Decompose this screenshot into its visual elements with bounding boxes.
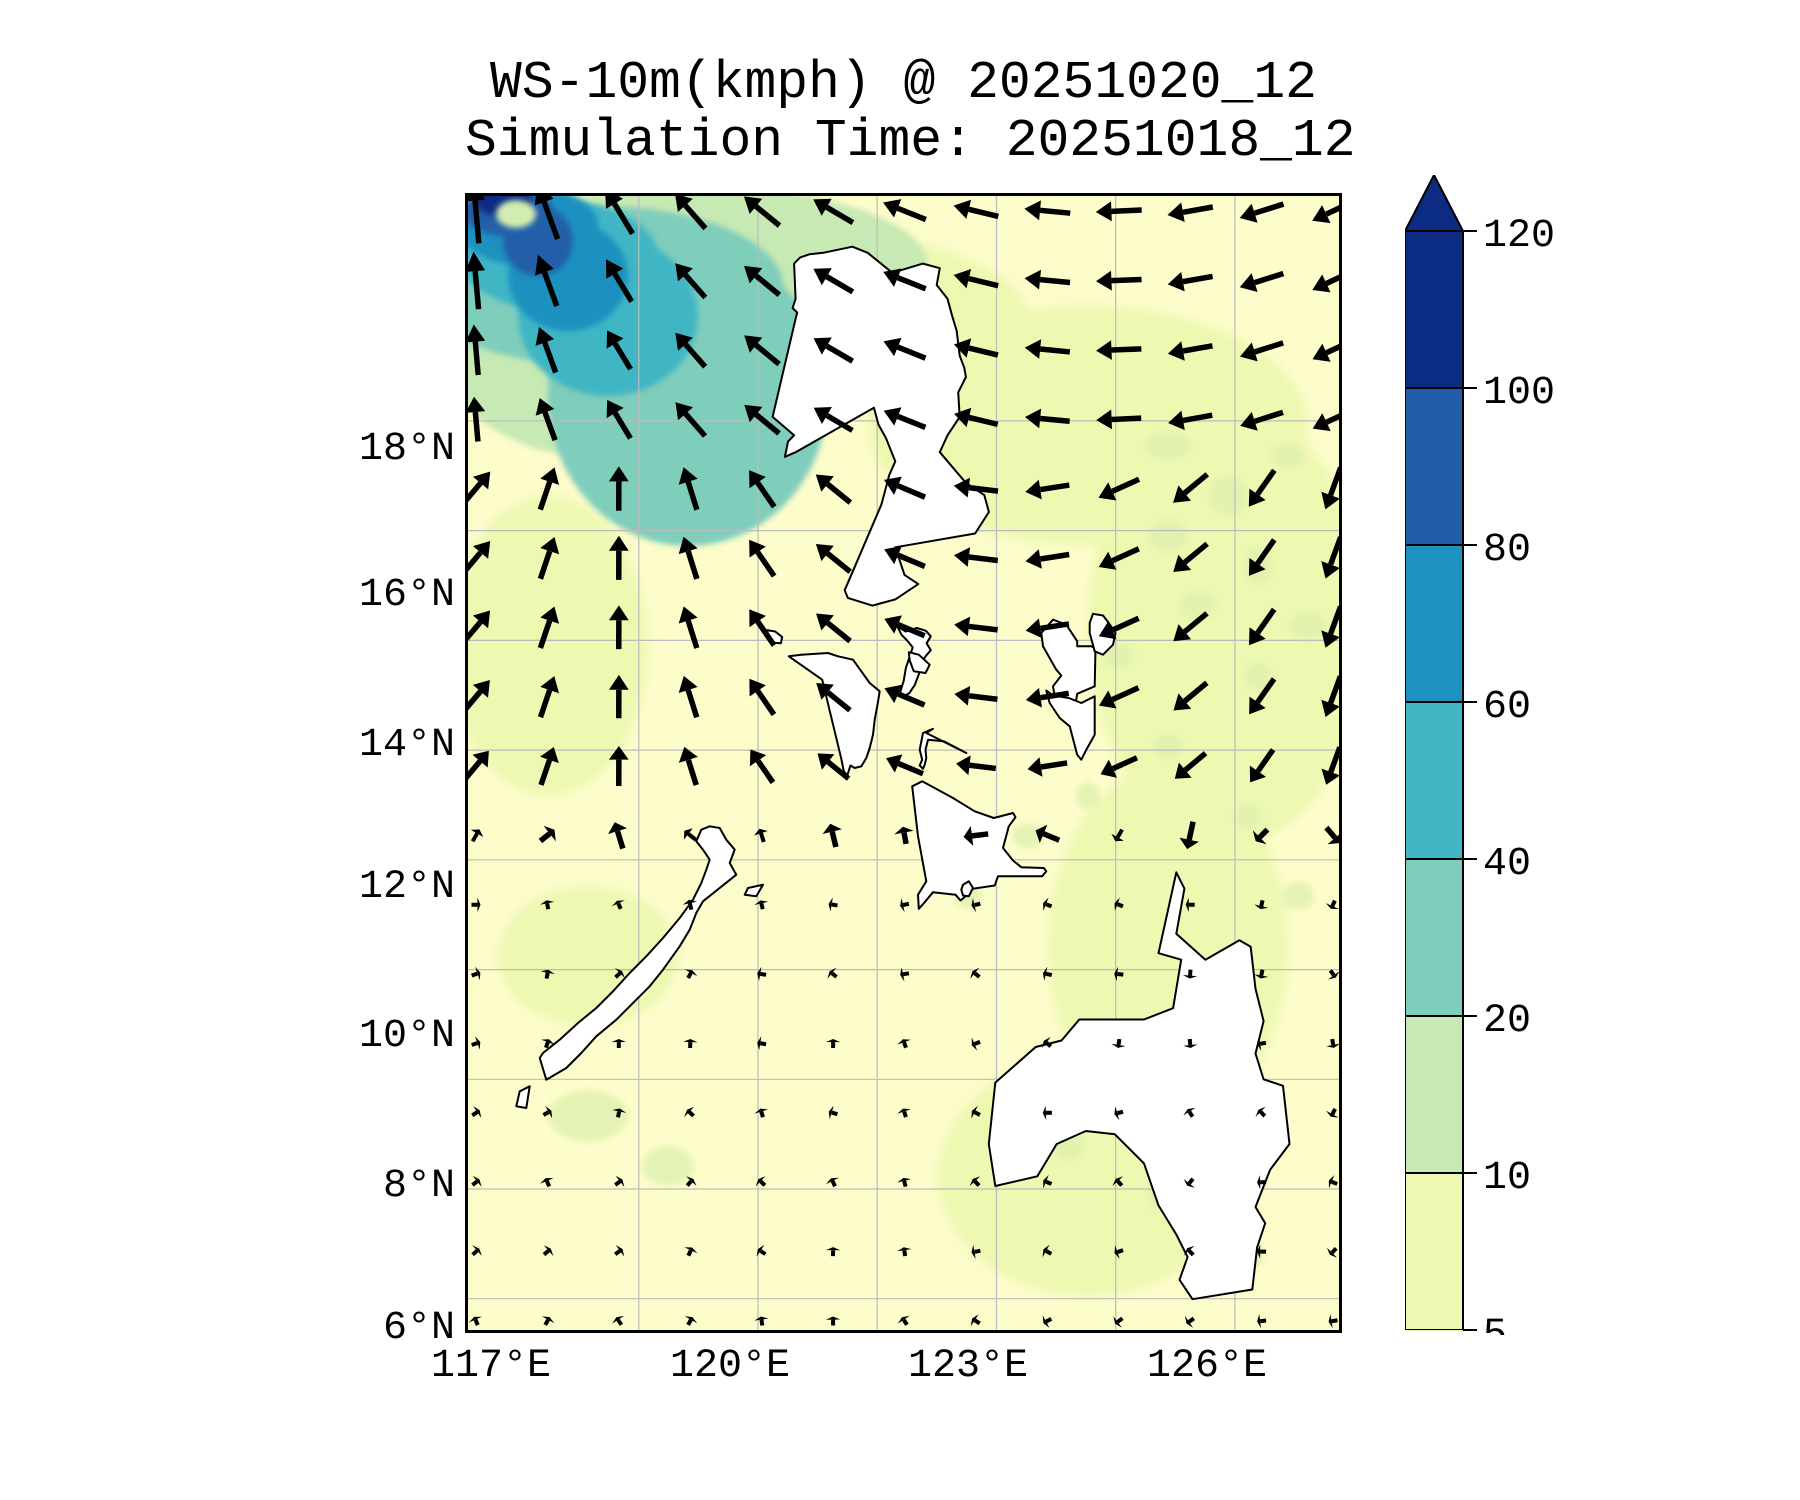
svg-text:5: 5 [1483, 1313, 1507, 1335]
svg-text:80: 80 [1483, 528, 1531, 573]
svg-text:20: 20 [1483, 999, 1531, 1044]
svg-text:100: 100 [1483, 371, 1555, 416]
svg-text:40: 40 [1483, 842, 1531, 887]
svg-text:120: 120 [1483, 214, 1555, 259]
svg-text:10: 10 [1483, 1156, 1531, 1201]
svg-text:60: 60 [1483, 685, 1531, 730]
